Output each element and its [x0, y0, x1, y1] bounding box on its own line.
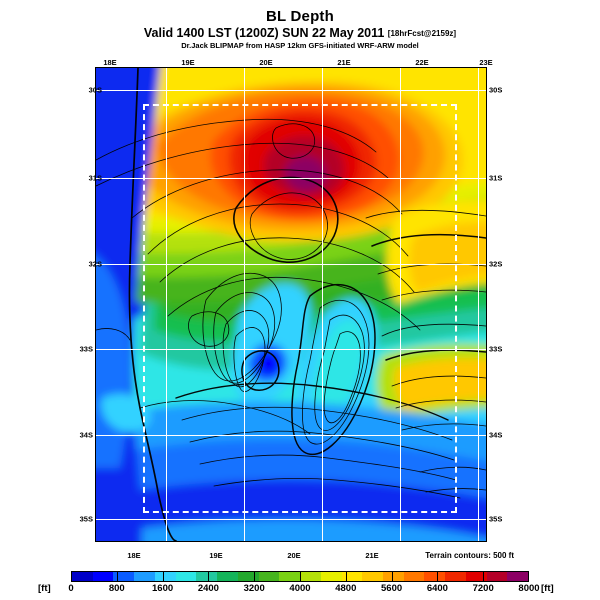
colorbar-swatch-15 [383, 572, 404, 581]
colorbar-swatch-1 [92, 572, 114, 581]
colorbar-tick-5600 [391, 571, 393, 582]
lat-label-left-1: 31S [88, 173, 102, 183]
colorbar-label-6400: 6400 [426, 583, 448, 594]
lat-label-right-5: 35S [489, 514, 503, 524]
colorbar-tick-3200 [254, 571, 256, 582]
lon-label-bottom-2: 20E [287, 551, 301, 560]
lon-label-top-5: 23E [479, 58, 493, 67]
gridline-lat-31s [96, 178, 486, 179]
colorbar-tick-4000 [300, 571, 301, 582]
terrain-contour-note: Terrain contours: 500 ft [425, 551, 514, 560]
map-panel[interactable] [95, 67, 487, 542]
lon-label-top-1: 19E [181, 58, 195, 67]
colorbar-swatch-18 [445, 572, 466, 581]
colorbar-swatch-17 [424, 572, 446, 581]
lon-label-bottom-3: 21E [365, 551, 379, 560]
colorbar-swatch-0 [72, 572, 93, 581]
lon-label-top-2: 20E [259, 58, 273, 67]
colorbar-label-0: 0 [68, 583, 74, 594]
gridline-lon-23e [478, 68, 479, 541]
colorbar-swatch-20 [486, 572, 508, 581]
colorbar-label-7200: 7200 [472, 583, 494, 594]
lat-label-left-2: 32S [88, 259, 102, 269]
colorbar-tick-7200 [483, 571, 485, 582]
colorbar-gradient [71, 571, 529, 582]
lon-label-top-4: 22E [415, 58, 429, 67]
colorbar-swatch-3 [134, 572, 155, 581]
colorbar-label-5600: 5600 [381, 583, 403, 594]
colorbar-swatch-10 [279, 572, 301, 581]
colorbar-label-2400: 2400 [197, 583, 219, 594]
colorbar-swatch-11 [300, 572, 321, 581]
colorbar-swatch-8 [237, 572, 259, 581]
colorbar-label-4000: 4000 [289, 583, 311, 594]
lon-label-bottom-0: 18E [127, 551, 141, 560]
colorbar-swatch-9 [258, 572, 280, 581]
colorbar-swatch-14 [362, 572, 384, 581]
lat-label-right-4: 34S [489, 430, 503, 440]
valid-time-line: Valid 1400 LST (1200Z) SUN 22 May 2011 [… [0, 26, 600, 40]
colorbar-swatch-16 [403, 572, 425, 581]
lon-label-top-3: 21E [337, 58, 351, 67]
colorbar-swatch-7 [217, 572, 238, 581]
page-title: BL Depth [266, 8, 334, 25]
colorbar-swatch-13 [341, 572, 363, 581]
model-domain-box [143, 104, 457, 513]
colorbar-label-4800: 4800 [335, 583, 357, 594]
colorbar-swatch-12 [320, 572, 342, 581]
colorbar-label-1600: 1600 [152, 583, 174, 594]
gridline-lon-21e [322, 68, 323, 541]
lon-label-top-0: 18E [103, 58, 117, 67]
lon-label-bottom-1: 19E [209, 551, 223, 560]
colorbar-tick-800 [116, 571, 118, 582]
gridline-lat-30s [96, 90, 486, 91]
colorbar-unit-right: [ft] [541, 583, 554, 594]
lat-label-right-1: 31S [489, 173, 503, 183]
colorbar-label-3200: 3200 [243, 583, 265, 594]
gridline-lat-35s [96, 519, 486, 520]
colorbar-label-8000: 8000 [518, 583, 540, 594]
lat-label-left-0: 30S [88, 85, 102, 95]
colorbar-swatch-5 [175, 572, 197, 581]
colorbar[interactable]: [ft] [ft] 0 800 1600 2400 3200 4000 4800 5600 64… [0, 570, 600, 600]
lat-label-left-4: 34S [79, 430, 93, 440]
colorbar-swatch-21 [507, 572, 529, 581]
gridline-lat-33s [96, 349, 486, 350]
colorbar-tick-2400 [208, 571, 210, 582]
gridline-lon-22e [400, 68, 401, 541]
gridline-lon-20e [244, 68, 245, 541]
colorbar-label-800: 800 [108, 583, 125, 594]
colorbar-swatch-2 [113, 572, 135, 581]
colorbar-tick-4800 [345, 571, 347, 582]
colorbar-unit-left: [ft] [38, 583, 51, 594]
gridline-lat-32s [96, 264, 486, 265]
gridline-lon-19e [166, 68, 167, 541]
lat-label-right-0: 30S [489, 85, 503, 95]
forecast-tag: [18hrFcst@2159z] [387, 29, 457, 38]
lat-label-right-2: 32S [489, 259, 503, 269]
valid-time-text: Valid 1400 LST (1200Z) SUN 22 May 2011 [143, 26, 385, 40]
colorbar-tick-1600 [162, 571, 164, 582]
colorbar-swatch-19 [465, 572, 487, 581]
lat-label-left-5: 35S [79, 514, 93, 524]
colorbar-tick-6400 [437, 571, 439, 582]
colorbar-swatch-6 [196, 572, 218, 581]
lat-label-left-3: 33S [79, 344, 93, 354]
lat-label-right-3: 33S [489, 344, 503, 354]
gridline-lat-34s [96, 435, 486, 436]
model-credit: Dr.Jack BLIPMAP from HASP 12km GFS-initi… [181, 41, 419, 50]
colorbar-swatch-4 [154, 572, 176, 581]
